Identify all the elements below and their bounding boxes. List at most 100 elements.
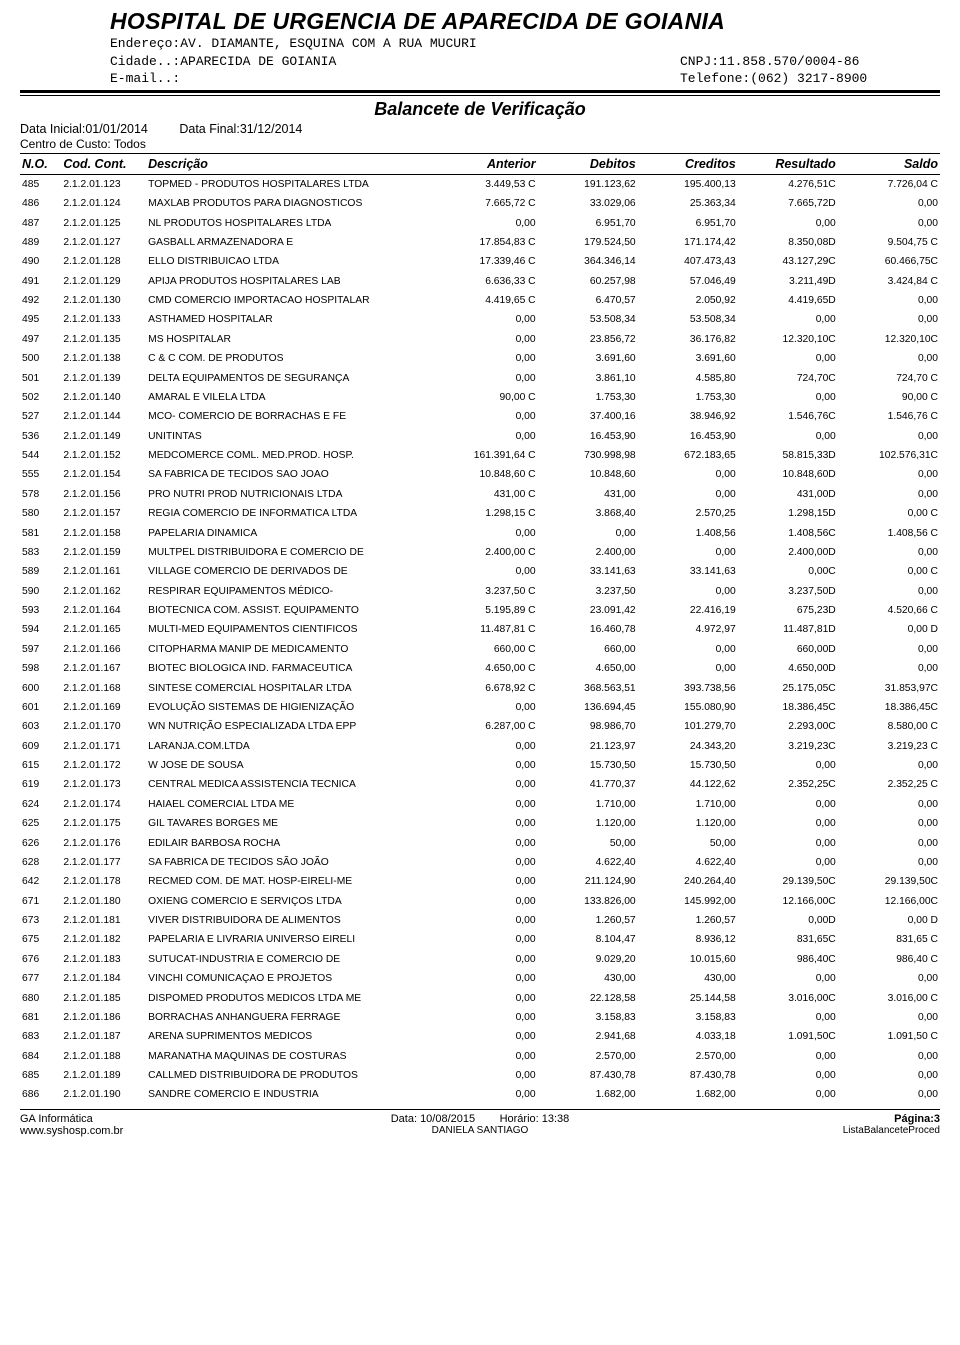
col-resultado: Resultado	[738, 153, 838, 174]
cell-resultado: 0,00	[738, 427, 838, 446]
cell-resultado: 3.219,23C	[738, 737, 838, 756]
cell-no: 628	[20, 853, 61, 872]
cell-cod: 2.1.2.01.149	[61, 427, 146, 446]
cell-anterior: 17.854,83 C	[438, 233, 538, 252]
cell-debitos: 3.237,50	[538, 582, 638, 601]
table-row: 6092.1.2.01.171LARANJA.COM.LTDA0,0021.12…	[20, 737, 940, 756]
cell-resultado: 0,00C	[738, 562, 838, 581]
table-row: 6802.1.2.01.185DISPOMED PRODUTOS MEDICOS…	[20, 988, 940, 1007]
footer-report-id: ListaBalanceteProced	[740, 1125, 940, 1136]
cell-debitos: 16.453,90	[538, 427, 638, 446]
cell-saldo: 0,00	[838, 213, 940, 232]
cell-cod: 2.1.2.01.157	[61, 504, 146, 523]
cell-saldo: 0,00	[838, 853, 940, 872]
cell-debitos: 2.941,68	[538, 1027, 638, 1046]
cell-cod: 2.1.2.01.190	[61, 1085, 146, 1104]
cell-saldo: 0,00	[838, 465, 940, 484]
cell-resultado: 0,00	[738, 349, 838, 368]
cell-creditos: 171.174,42	[638, 233, 738, 252]
cell-debitos: 430,00	[538, 969, 638, 988]
cell-creditos: 8.936,12	[638, 930, 738, 949]
cell-debitos: 60.257,98	[538, 272, 638, 291]
cell-cod: 2.1.2.01.139	[61, 368, 146, 387]
footer-pagina-label: Página:	[894, 1113, 934, 1125]
cell-anterior: 0,00	[438, 892, 538, 911]
cell-saldo: 18.386,45C	[838, 698, 940, 717]
cell-no: 619	[20, 775, 61, 794]
cell-resultado: 0,00D	[738, 911, 838, 930]
cell-desc: PAPELARIA DINAMICA	[146, 523, 437, 542]
cell-desc: AMARAL E VILELA LTDA	[146, 388, 437, 407]
cell-debitos: 3.868,40	[538, 504, 638, 523]
cell-debitos: 87.430,78	[538, 1066, 638, 1085]
cell-no: 489	[20, 233, 61, 252]
table-row: 4972.1.2.01.135MS HOSPITALAR0,0023.856,7…	[20, 330, 940, 349]
cell-saldo: 3.016,00 C	[838, 988, 940, 1007]
cell-resultado: 10.848,60D	[738, 465, 838, 484]
table-row: 5892.1.2.01.161VILLAGE COMERCIO DE DERIV…	[20, 562, 940, 581]
cell-saldo: 0,00	[838, 659, 940, 678]
cell-saldo: 9.504,75 C	[838, 233, 940, 252]
cell-anterior: 0,00	[438, 1085, 538, 1104]
cell-no: 487	[20, 213, 61, 232]
cell-desc: SUTUCAT-INDUSTRIA E COMERCIO DE	[146, 950, 437, 969]
cell-saldo: 0,00 D	[838, 911, 940, 930]
cell-desc: UNITINTAS	[146, 427, 437, 446]
cell-creditos: 53.508,34	[638, 310, 738, 329]
cell-no: 676	[20, 950, 61, 969]
cell-debitos: 3.861,10	[538, 368, 638, 387]
cell-desc: MEDCOMERCE COML. MED.PROD. HOSP.	[146, 446, 437, 465]
cell-cod: 2.1.2.01.159	[61, 543, 146, 562]
cell-cod: 2.1.2.01.170	[61, 717, 146, 736]
table-row: 5552.1.2.01.154SA FABRICA DE TECIDOS SAO…	[20, 465, 940, 484]
cell-debitos: 4.650,00	[538, 659, 638, 678]
cell-anterior: 6.636,33 C	[438, 272, 538, 291]
cell-debitos: 6.951,70	[538, 213, 638, 232]
cell-cod: 2.1.2.01.140	[61, 388, 146, 407]
cell-creditos: 2.570,00	[638, 1047, 738, 1066]
cell-desc: NL PRODUTOS HOSPITALARES LTDA	[146, 213, 437, 232]
cell-cod: 2.1.2.01.168	[61, 678, 146, 697]
table-row: 5022.1.2.01.140AMARAL E VILELA LTDA90,00…	[20, 388, 940, 407]
cell-anterior: 0,00	[438, 911, 538, 930]
cell-creditos: 38.946,92	[638, 407, 738, 426]
cell-desc: BORRACHAS ANHANGUERA FERRAGE	[146, 1008, 437, 1027]
data-inicial-label: Data Inicial:	[20, 122, 85, 136]
table-row: 5812.1.2.01.158PAPELARIA DINAMICA0,000,0…	[20, 523, 940, 542]
cell-saldo: 0,00	[838, 1047, 940, 1066]
cell-resultado: 12.166,00C	[738, 892, 838, 911]
cell-creditos: 1.260,57	[638, 911, 738, 930]
cell-debitos: 0,00	[538, 523, 638, 542]
cell-creditos: 430,00	[638, 969, 738, 988]
cell-anterior: 5.195,89 C	[438, 601, 538, 620]
cell-resultado: 1.408,56C	[738, 523, 838, 542]
cell-cod: 2.1.2.01.133	[61, 310, 146, 329]
cell-no: 497	[20, 330, 61, 349]
centro-custo: Centro de Custo: Todos	[20, 137, 940, 151]
cell-debitos: 730.998,98	[538, 446, 638, 465]
cell-anterior: 6.678,92 C	[438, 678, 538, 697]
cell-no: 589	[20, 562, 61, 581]
table-row: 6002.1.2.01.168SINTESE COMERCIAL HOSPITA…	[20, 678, 940, 697]
cell-no: 555	[20, 465, 61, 484]
table-row: 4852.1.2.01.123TOPMED - PRODUTOS HOSPITA…	[20, 174, 940, 194]
footer-horario: 13:38	[542, 1113, 570, 1125]
cell-saldo: 0,00	[838, 814, 940, 833]
cell-no: 642	[20, 872, 61, 891]
cell-saldo: 0,00	[838, 1085, 940, 1104]
cell-saldo: 2.352,25 C	[838, 775, 940, 794]
cell-desc: DISPOMED PRODUTOS MEDICOS LTDA ME	[146, 988, 437, 1007]
cell-cod: 2.1.2.01.189	[61, 1066, 146, 1085]
cell-desc: WN NUTRIÇÃO ESPECIALIZADA LTDA EPP	[146, 717, 437, 736]
cell-creditos: 0,00	[638, 640, 738, 659]
cell-saldo: 8.580,00 C	[838, 717, 940, 736]
cell-creditos: 16.453,90	[638, 427, 738, 446]
cell-desc: CMD COMERCIO IMPORTACAO HOSPITALAR	[146, 291, 437, 310]
cell-no: 501	[20, 368, 61, 387]
cell-desc: EVOLUÇÃO SISTEMAS DE HIGIENIZAÇÃO	[146, 698, 437, 717]
cell-debitos: 22.128,58	[538, 988, 638, 1007]
cell-anterior: 0,00	[438, 1008, 538, 1027]
col-debitos: Debitos	[538, 153, 638, 174]
cell-desc: RECMED COM. DE MAT. HOSP-EIRELI-ME	[146, 872, 437, 891]
cell-resultado: 0,00	[738, 853, 838, 872]
